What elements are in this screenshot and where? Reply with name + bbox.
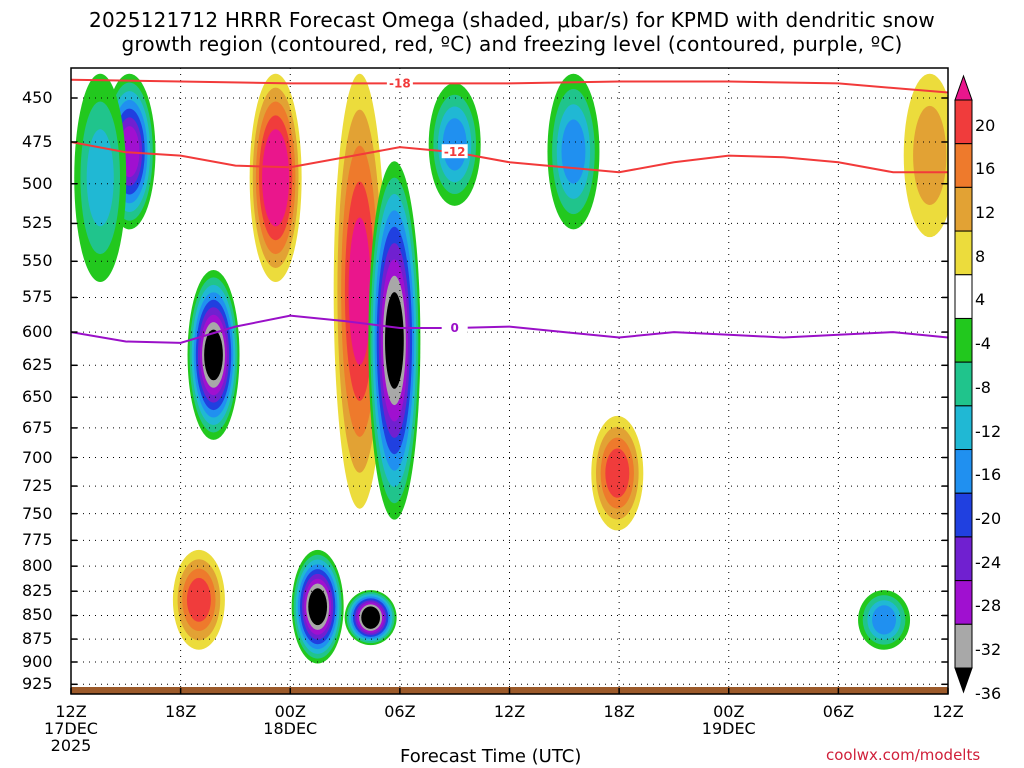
- contour-label--12: -12: [444, 145, 466, 159]
- colorbar-bin-9: [954, 449, 973, 494]
- colorbar-label: -4: [975, 334, 991, 354]
- contour--18: [71, 78, 948, 94]
- colorbar-label: 12: [975, 203, 996, 223]
- contour-label--18: -18: [389, 76, 411, 90]
- y-tick-label: 675: [22, 417, 53, 437]
- omega-blob-3-5: [265, 143, 287, 213]
- colorbar-label: -16: [975, 465, 1002, 485]
- chart-title-line-2: growth region (contoured, red, ºC) and f…: [121, 32, 903, 56]
- y-tick-label: 875: [22, 629, 53, 649]
- y-tick-label: 475: [22, 131, 53, 151]
- omega-blob-1-2: [86, 129, 114, 227]
- colorbar-label: 4: [975, 290, 986, 310]
- y-tick-label: 800: [22, 556, 53, 576]
- omega-blob-2-8: [204, 329, 223, 381]
- colorbar-bin-8: [954, 405, 973, 451]
- colorbar: [954, 74, 973, 694]
- contour-0: [71, 314, 948, 344]
- colorbar-label: -20: [975, 508, 1002, 528]
- omega-blob-11-3: [561, 119, 586, 184]
- y-tick-label: 625: [22, 355, 53, 375]
- colorbar-bin-4: [954, 230, 973, 276]
- omega-blob-5-4: [348, 217, 371, 365]
- x-tick-label: 18Z: [603, 702, 635, 721]
- colorbar-bin-12: [954, 580, 973, 625]
- colorbar-bin-11: [954, 536, 973, 582]
- colorbar-top-arrow: [954, 74, 973, 101]
- y-tick-label: 775: [22, 530, 53, 550]
- colorbar-label: -32: [975, 640, 1002, 659]
- x-tick-label: 12Z 17DEC 2025: [44, 702, 98, 755]
- omega-blob-9-3: [605, 448, 630, 498]
- colorbar-label: 20: [975, 115, 996, 135]
- contour-label-bg--18: [386, 75, 413, 90]
- omega-blob-4-8: [308, 588, 328, 626]
- contour-label-bg--12: [441, 144, 468, 159]
- colorbar-label: -36: [975, 683, 1002, 703]
- contour-label-0: 0: [451, 321, 459, 335]
- colorbar-label: -28: [975, 596, 1002, 616]
- y-tick-label: 450: [22, 88, 53, 107]
- colorbar-label: -24: [975, 552, 1002, 572]
- colorbar-bin-2: [954, 143, 973, 188]
- plot-frame: [70, 67, 949, 695]
- colorbar-bottom-arrow: [954, 667, 973, 694]
- credit-text: coolwx.com/modelts: [826, 746, 981, 764]
- colorbar-bin-10: [954, 492, 973, 538]
- y-tick-label: 700: [22, 447, 53, 467]
- y-tick-label: 650: [22, 387, 53, 407]
- y-tick-label: 900: [22, 652, 53, 671]
- y-tick-label: 725: [22, 476, 53, 496]
- x-tick-label: 12Z: [932, 702, 964, 721]
- colorbar-label: 16: [975, 159, 996, 179]
- y-tick-label: 825: [22, 581, 53, 601]
- x-axis-title: Forecast Time (UTC): [400, 746, 582, 767]
- x-tick-label: 18Z: [164, 702, 197, 721]
- y-tick-label: 525: [22, 213, 53, 233]
- y-tick-label: 925: [22, 674, 53, 694]
- grid-lines: [71, 68, 948, 694]
- contour-layer: -18 -12 0: [71, 75, 948, 344]
- contour-label-bg-0: [441, 320, 468, 335]
- y-tick-label: 575: [22, 287, 53, 307]
- y-tick-label: 850: [22, 605, 53, 625]
- y-tick-label: 500: [22, 173, 53, 193]
- omega-blob-6-8: [385, 292, 404, 389]
- chart-title-line-1: 2025121712 HRRR Forecast Omega (shaded, …: [89, 8, 935, 32]
- omega-blob-8-3: [186, 577, 211, 622]
- colorbar-bin-1: [954, 99, 973, 145]
- omega-blob-7-8: [361, 606, 381, 629]
- colorbar-label: -12: [975, 421, 1002, 441]
- colorbar-label: -8: [975, 377, 991, 397]
- y-tick-label: 750: [22, 503, 53, 523]
- colorbar-bin-13: [954, 623, 973, 669]
- x-tick-label: 06Z: [384, 702, 416, 721]
- omega-blob-12-3: [872, 605, 897, 635]
- x-tick-label: 12Z: [493, 702, 526, 721]
- omega-blob-13-1: [913, 105, 947, 205]
- colorbar-bin-6: [954, 317, 973, 363]
- colorbar-label: 8: [975, 246, 986, 266]
- colorbar-bin-3: [954, 186, 973, 232]
- colorbar-bin-7: [954, 361, 973, 407]
- x-tick-label: 06Z: [822, 702, 855, 721]
- y-tick-label: 600: [22, 322, 53, 342]
- x-tick-label: 00Z 18DEC: [263, 702, 318, 738]
- colorbar-bin-5: [954, 274, 973, 319]
- contour--12: [71, 141, 948, 174]
- y-tick-label: 550: [22, 251, 53, 271]
- x-tick-label: 00Z 19DEC: [701, 702, 756, 738]
